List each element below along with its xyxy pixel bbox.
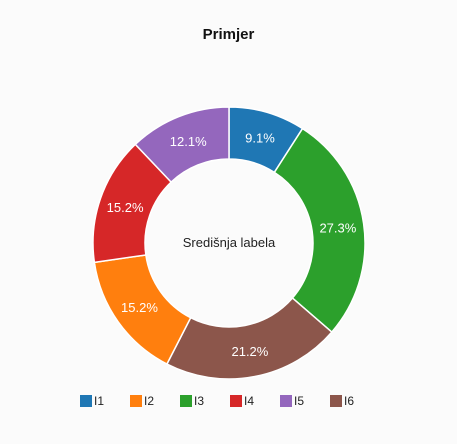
legend-label: I1 (94, 394, 105, 408)
data-label-i5: 12.1% (170, 134, 207, 149)
legend-item-i5[interactable]: I5 (280, 394, 330, 408)
legend-item-i2[interactable]: I2 (130, 394, 180, 408)
legend-swatch (180, 395, 192, 407)
legend: I1 I2 I3 I4 I5 I6 (80, 394, 380, 408)
legend-item-i6[interactable]: I6 (330, 394, 380, 408)
center-label: Središnja labela (183, 235, 276, 250)
legend-label: I6 (344, 394, 355, 408)
slice-i5[interactable] (134, 106, 230, 184)
chart-title: Primjer (202, 26, 255, 43)
data-label-i2: 15.2% (121, 300, 158, 315)
data-label-i4: 15.2% (107, 200, 144, 215)
slice-i3[interactable] (273, 127, 366, 334)
data-label-i3: 27.3% (319, 220, 356, 235)
legend-label: I5 (294, 394, 305, 408)
donut-chart: 9.1% 27.3% 21.2% 15.2% 15.2% 12.1% Središnja l… (92, 106, 366, 380)
legend-swatch (80, 395, 92, 407)
legend-swatch (330, 395, 342, 407)
legend-swatch (280, 395, 292, 407)
slice-i6[interactable] (165, 296, 333, 380)
legend-swatch (130, 395, 142, 407)
legend-swatch (230, 395, 242, 407)
legend-item-i4[interactable]: I4 (230, 394, 280, 408)
data-label-i1: 9.1% (245, 130, 275, 145)
legend-label: I4 (244, 394, 255, 408)
legend-label: I3 (194, 394, 205, 408)
data-label-i6: 21.2% (231, 344, 268, 359)
legend-label: I2 (144, 394, 155, 408)
legend-item-i1[interactable]: I1 (80, 394, 130, 408)
legend-item-i3[interactable]: I3 (180, 394, 230, 408)
